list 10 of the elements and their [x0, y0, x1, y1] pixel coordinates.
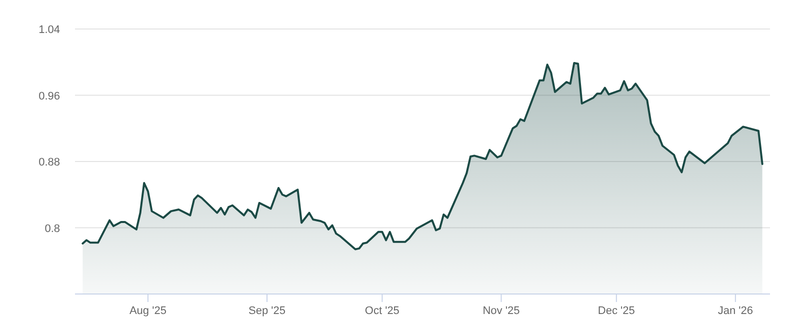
y-tick-label: 0.96: [38, 90, 60, 102]
y-tick-label: 0.88: [38, 156, 60, 168]
x-tick-label: Nov '25: [482, 305, 520, 317]
x-tick-label: Sep '25: [248, 305, 286, 317]
y-tick-label: 0.8: [44, 222, 60, 235]
x-tick-label: Jan '26: [718, 305, 754, 317]
y-tick-label: 1.04: [38, 24, 60, 36]
x-tick-label: Oct '25: [364, 305, 400, 317]
x-tick-label: Aug '25: [129, 305, 166, 317]
x-tick-label: Dec '25: [598, 305, 635, 317]
